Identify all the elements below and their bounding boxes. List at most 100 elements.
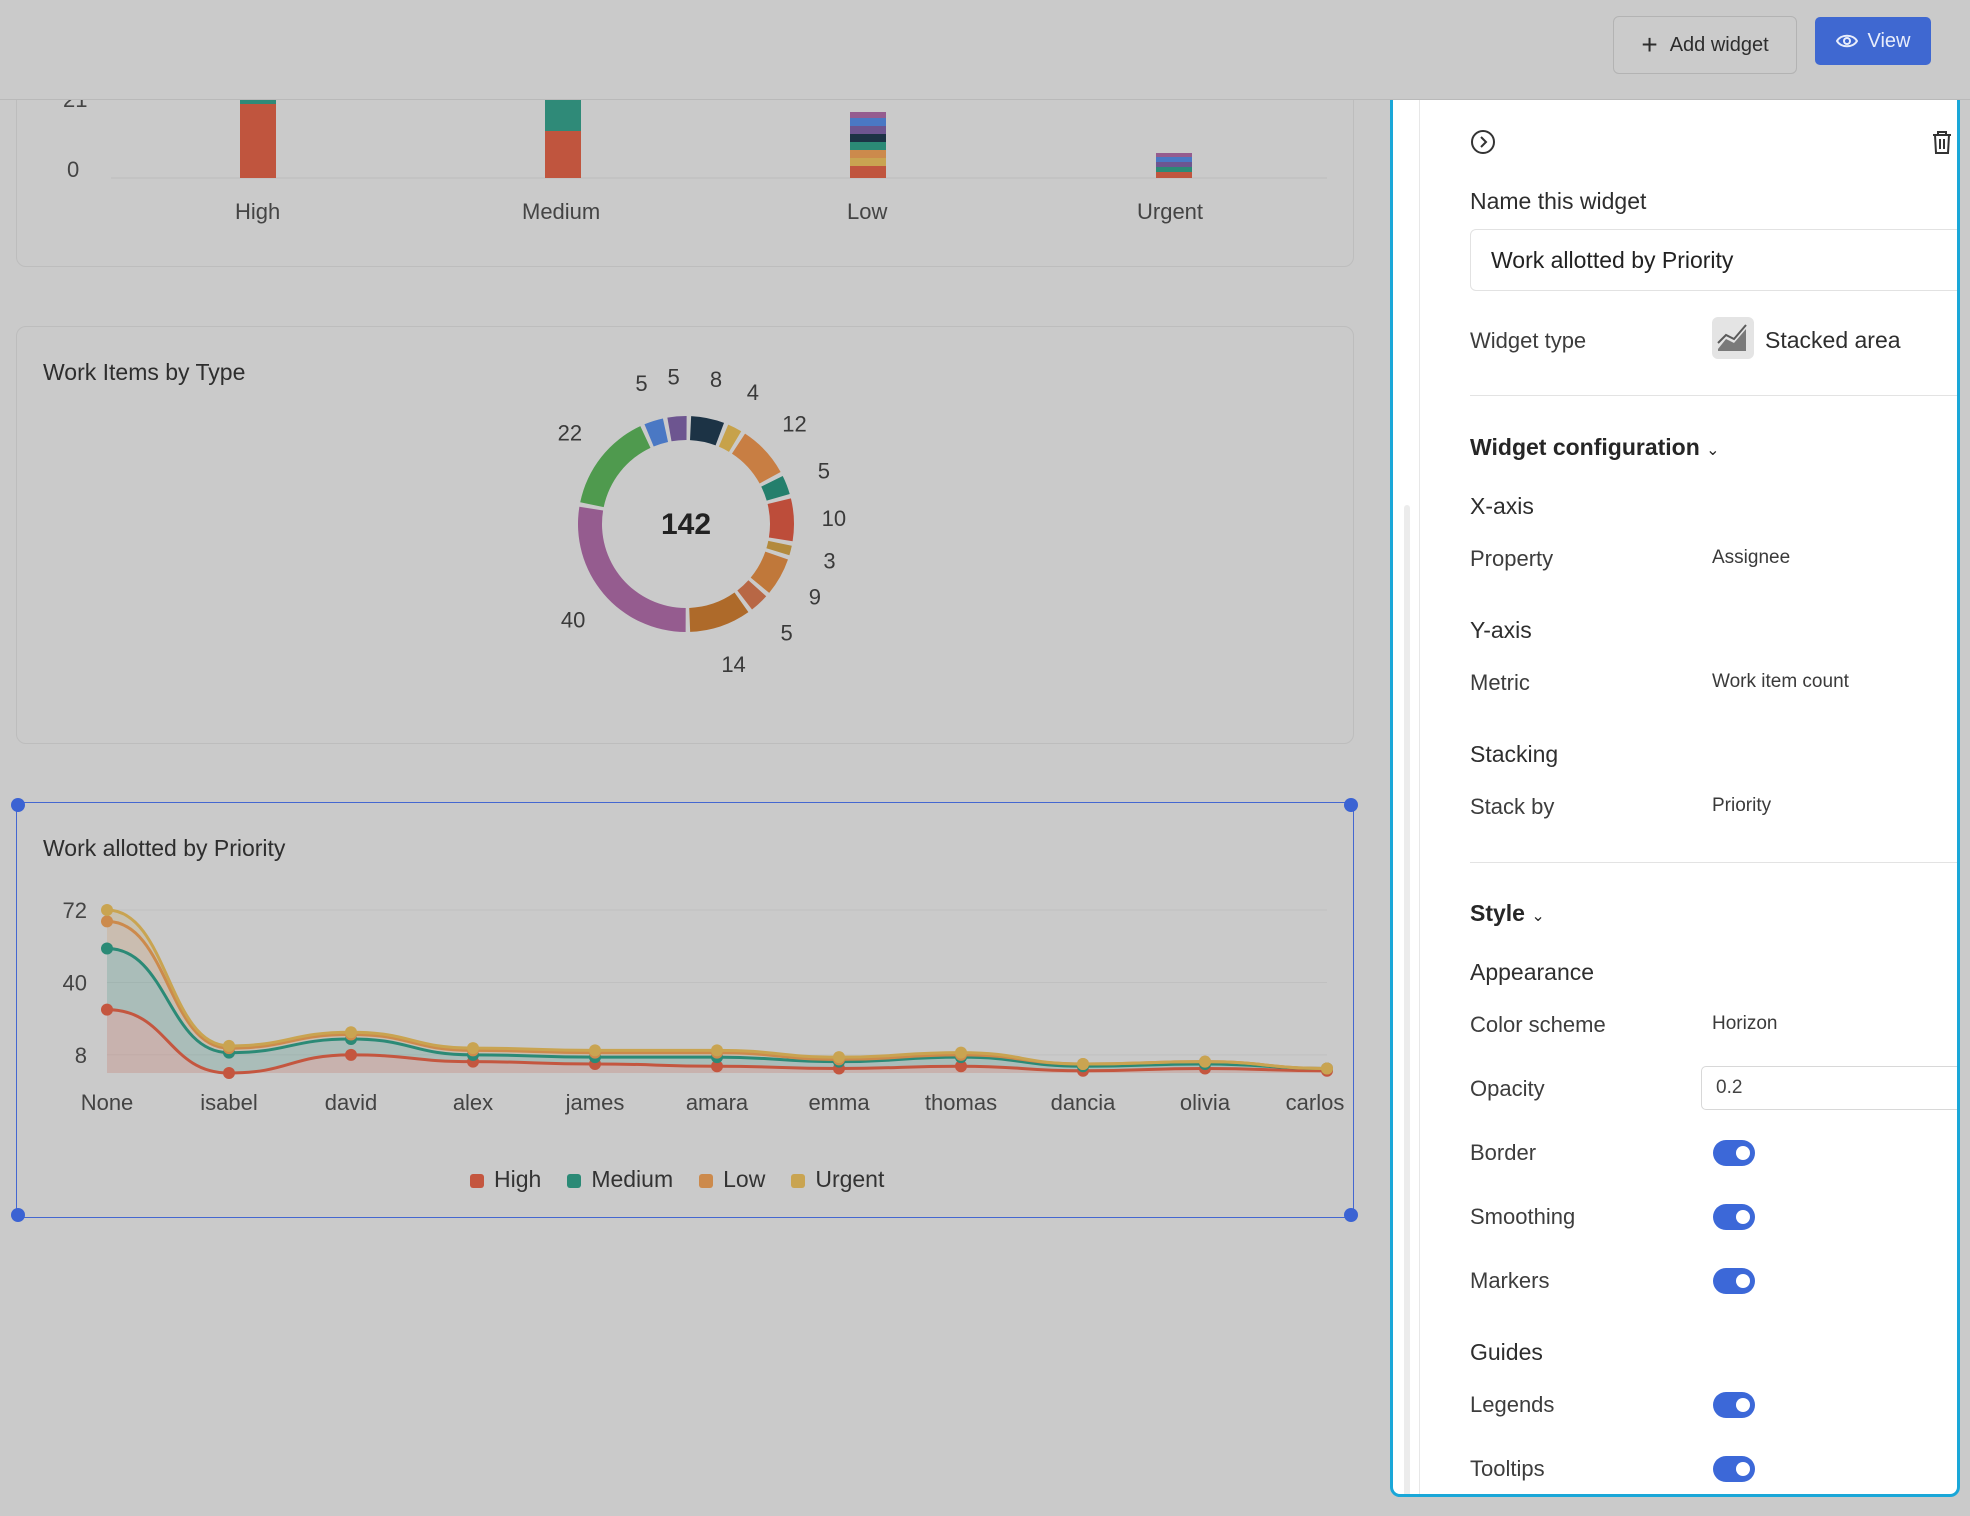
delete-widget-icon[interactable] xyxy=(1930,129,1954,155)
stack-by-value[interactable]: Priority xyxy=(1712,795,1772,816)
metric-value[interactable]: Work item count xyxy=(1712,671,1849,692)
donut-slice[interactable] xyxy=(690,416,725,446)
data-point[interactable] xyxy=(345,1026,357,1039)
bar-segment-low[interactable] xyxy=(850,166,886,178)
resize-handle-top-right[interactable] xyxy=(1344,798,1358,812)
bar-segment-medium[interactable] xyxy=(545,131,581,178)
legend-item-urgent[interactable]: Urgent xyxy=(791,1166,884,1193)
plus-icon: + xyxy=(1641,29,1658,60)
property-value[interactable]: Assignee xyxy=(1712,547,1791,568)
style-heading[interactable]: Style ⌄ xyxy=(1470,900,1545,927)
x-tick-label: amara xyxy=(686,1090,749,1115)
legend-swatch xyxy=(699,1173,714,1188)
data-point[interactable] xyxy=(1321,1062,1333,1075)
donut-slice[interactable] xyxy=(578,506,686,632)
bar-segment-urgent[interactable] xyxy=(1156,172,1192,178)
data-point[interactable] xyxy=(345,1048,357,1061)
donut-slice[interactable] xyxy=(761,475,790,501)
x-tick-label: None xyxy=(81,1090,134,1115)
x-tick-label-urgent: Urgent xyxy=(1137,199,1204,224)
color-scheme-value[interactable]: Horizon xyxy=(1712,1013,1778,1034)
y-tick-label: 72 xyxy=(63,898,87,923)
resize-handle-bottom-right[interactable] xyxy=(1344,1208,1358,1222)
donut-slice[interactable] xyxy=(644,418,669,447)
x-tick-label: olivia xyxy=(1180,1090,1231,1115)
data-point[interactable] xyxy=(955,1060,967,1073)
donut-slice[interactable] xyxy=(580,426,651,508)
legend-item-medium[interactable]: Medium xyxy=(567,1166,673,1193)
data-point[interactable] xyxy=(711,1060,723,1073)
bar-segment-low[interactable] xyxy=(850,118,886,126)
bar-segment-urgent[interactable] xyxy=(1156,162,1192,167)
donut-slice[interactable] xyxy=(731,433,781,484)
bar-segment-urgent[interactable] xyxy=(1156,157,1192,162)
widget-configuration-heading[interactable]: Widget configuration ⌄ xyxy=(1470,434,1720,461)
data-point[interactable] xyxy=(101,1003,113,1016)
bar-segment-urgent[interactable] xyxy=(1156,153,1192,157)
opacity-input[interactable]: 0.2 xyxy=(1701,1066,1957,1110)
resize-handle-top-left[interactable] xyxy=(11,798,25,812)
x-tick-label: emma xyxy=(808,1090,870,1115)
smoothing-toggle[interactable] xyxy=(1713,1204,1755,1230)
widget-name-input[interactable]: Work allotted by Priority xyxy=(1470,229,1957,291)
property-label: Property xyxy=(1470,546,1554,571)
data-point[interactable] xyxy=(1077,1057,1089,1070)
data-point[interactable] xyxy=(467,1042,479,1055)
bar-segment-low[interactable] xyxy=(850,158,886,166)
widget-type-value[interactable]: Stacked area xyxy=(1765,327,1901,353)
bar-segment-low[interactable] xyxy=(850,142,886,150)
legend-item-high[interactable]: High xyxy=(470,1166,541,1193)
donut-slice-label: 3 xyxy=(823,548,835,573)
data-point[interactable] xyxy=(1199,1055,1211,1068)
donut-slice[interactable] xyxy=(667,416,687,442)
data-point[interactable] xyxy=(101,942,113,955)
work-items-by-type-widget[interactable]: Work Items by Type 40 22 5 5 8 4 12 5 10 3 9 5 14 142 xyxy=(16,326,1354,744)
resize-handle-bottom-left[interactable] xyxy=(11,1208,25,1222)
donut-slice[interactable] xyxy=(750,551,788,593)
data-point[interactable] xyxy=(589,1044,601,1057)
data-point[interactable] xyxy=(955,1046,967,1059)
data-point[interactable] xyxy=(711,1044,723,1057)
tooltips-toggle[interactable] xyxy=(1713,1456,1755,1482)
donut-slice[interactable] xyxy=(766,540,792,556)
work-allotted-by-priority-widget[interactable]: Work allotted by Priority 72 40 8 None isabe… xyxy=(16,802,1354,1218)
view-button[interactable]: View xyxy=(1815,17,1931,65)
bar-segment-low[interactable] xyxy=(850,112,886,118)
donut-slice[interactable] xyxy=(689,592,749,632)
markers-toggle[interactable] xyxy=(1713,1268,1755,1294)
stacked-area-icon[interactable] xyxy=(1712,317,1754,359)
collapse-panel-icon[interactable] xyxy=(1470,129,1496,155)
bar-segment-high[interactable] xyxy=(240,104,276,178)
area-line-medium xyxy=(106,947,1328,1070)
x-tick-label-high: High xyxy=(235,199,281,224)
border-toggle[interactable] xyxy=(1713,1140,1755,1166)
view-label: View xyxy=(1867,29,1911,52)
legend-item-low[interactable]: Low xyxy=(699,1166,765,1193)
opacity-label: Opacity xyxy=(1470,1076,1545,1101)
donut-slice[interactable] xyxy=(718,424,742,452)
bar-segment-low[interactable] xyxy=(850,134,886,142)
border-label: Border xyxy=(1470,1140,1537,1165)
x-tick-label: james xyxy=(565,1090,625,1115)
data-point[interactable] xyxy=(101,904,113,917)
donut-slice[interactable] xyxy=(737,580,767,610)
data-point[interactable] xyxy=(223,1039,235,1052)
data-point[interactable] xyxy=(833,1051,845,1064)
add-widget-button[interactable]: + Add widget xyxy=(1613,16,1797,74)
bar-segment-low[interactable] xyxy=(850,126,886,134)
priority-bar-chart xyxy=(111,84,1327,179)
donut-slice[interactable] xyxy=(767,498,794,542)
legends-toggle[interactable] xyxy=(1713,1392,1755,1418)
name-widget-label: Name this widget xyxy=(1470,188,1647,214)
area-line-urgent xyxy=(106,908,1328,1070)
bar-segment-low[interactable] xyxy=(850,150,886,158)
smoothing-label: Smoothing xyxy=(1470,1204,1576,1229)
data-point[interactable] xyxy=(223,1067,235,1079)
panel-scrollbar[interactable] xyxy=(1404,505,1410,1494)
widget-config-panel: Name this widget Work allotted by Priori… xyxy=(1390,82,1960,1497)
bar-segment-urgent[interactable] xyxy=(1156,167,1192,172)
panel-content: Name this widget Work allotted by Priori… xyxy=(1419,85,1957,1494)
x-tick-label: carlos xyxy=(1286,1090,1345,1115)
data-point[interactable] xyxy=(101,915,113,928)
